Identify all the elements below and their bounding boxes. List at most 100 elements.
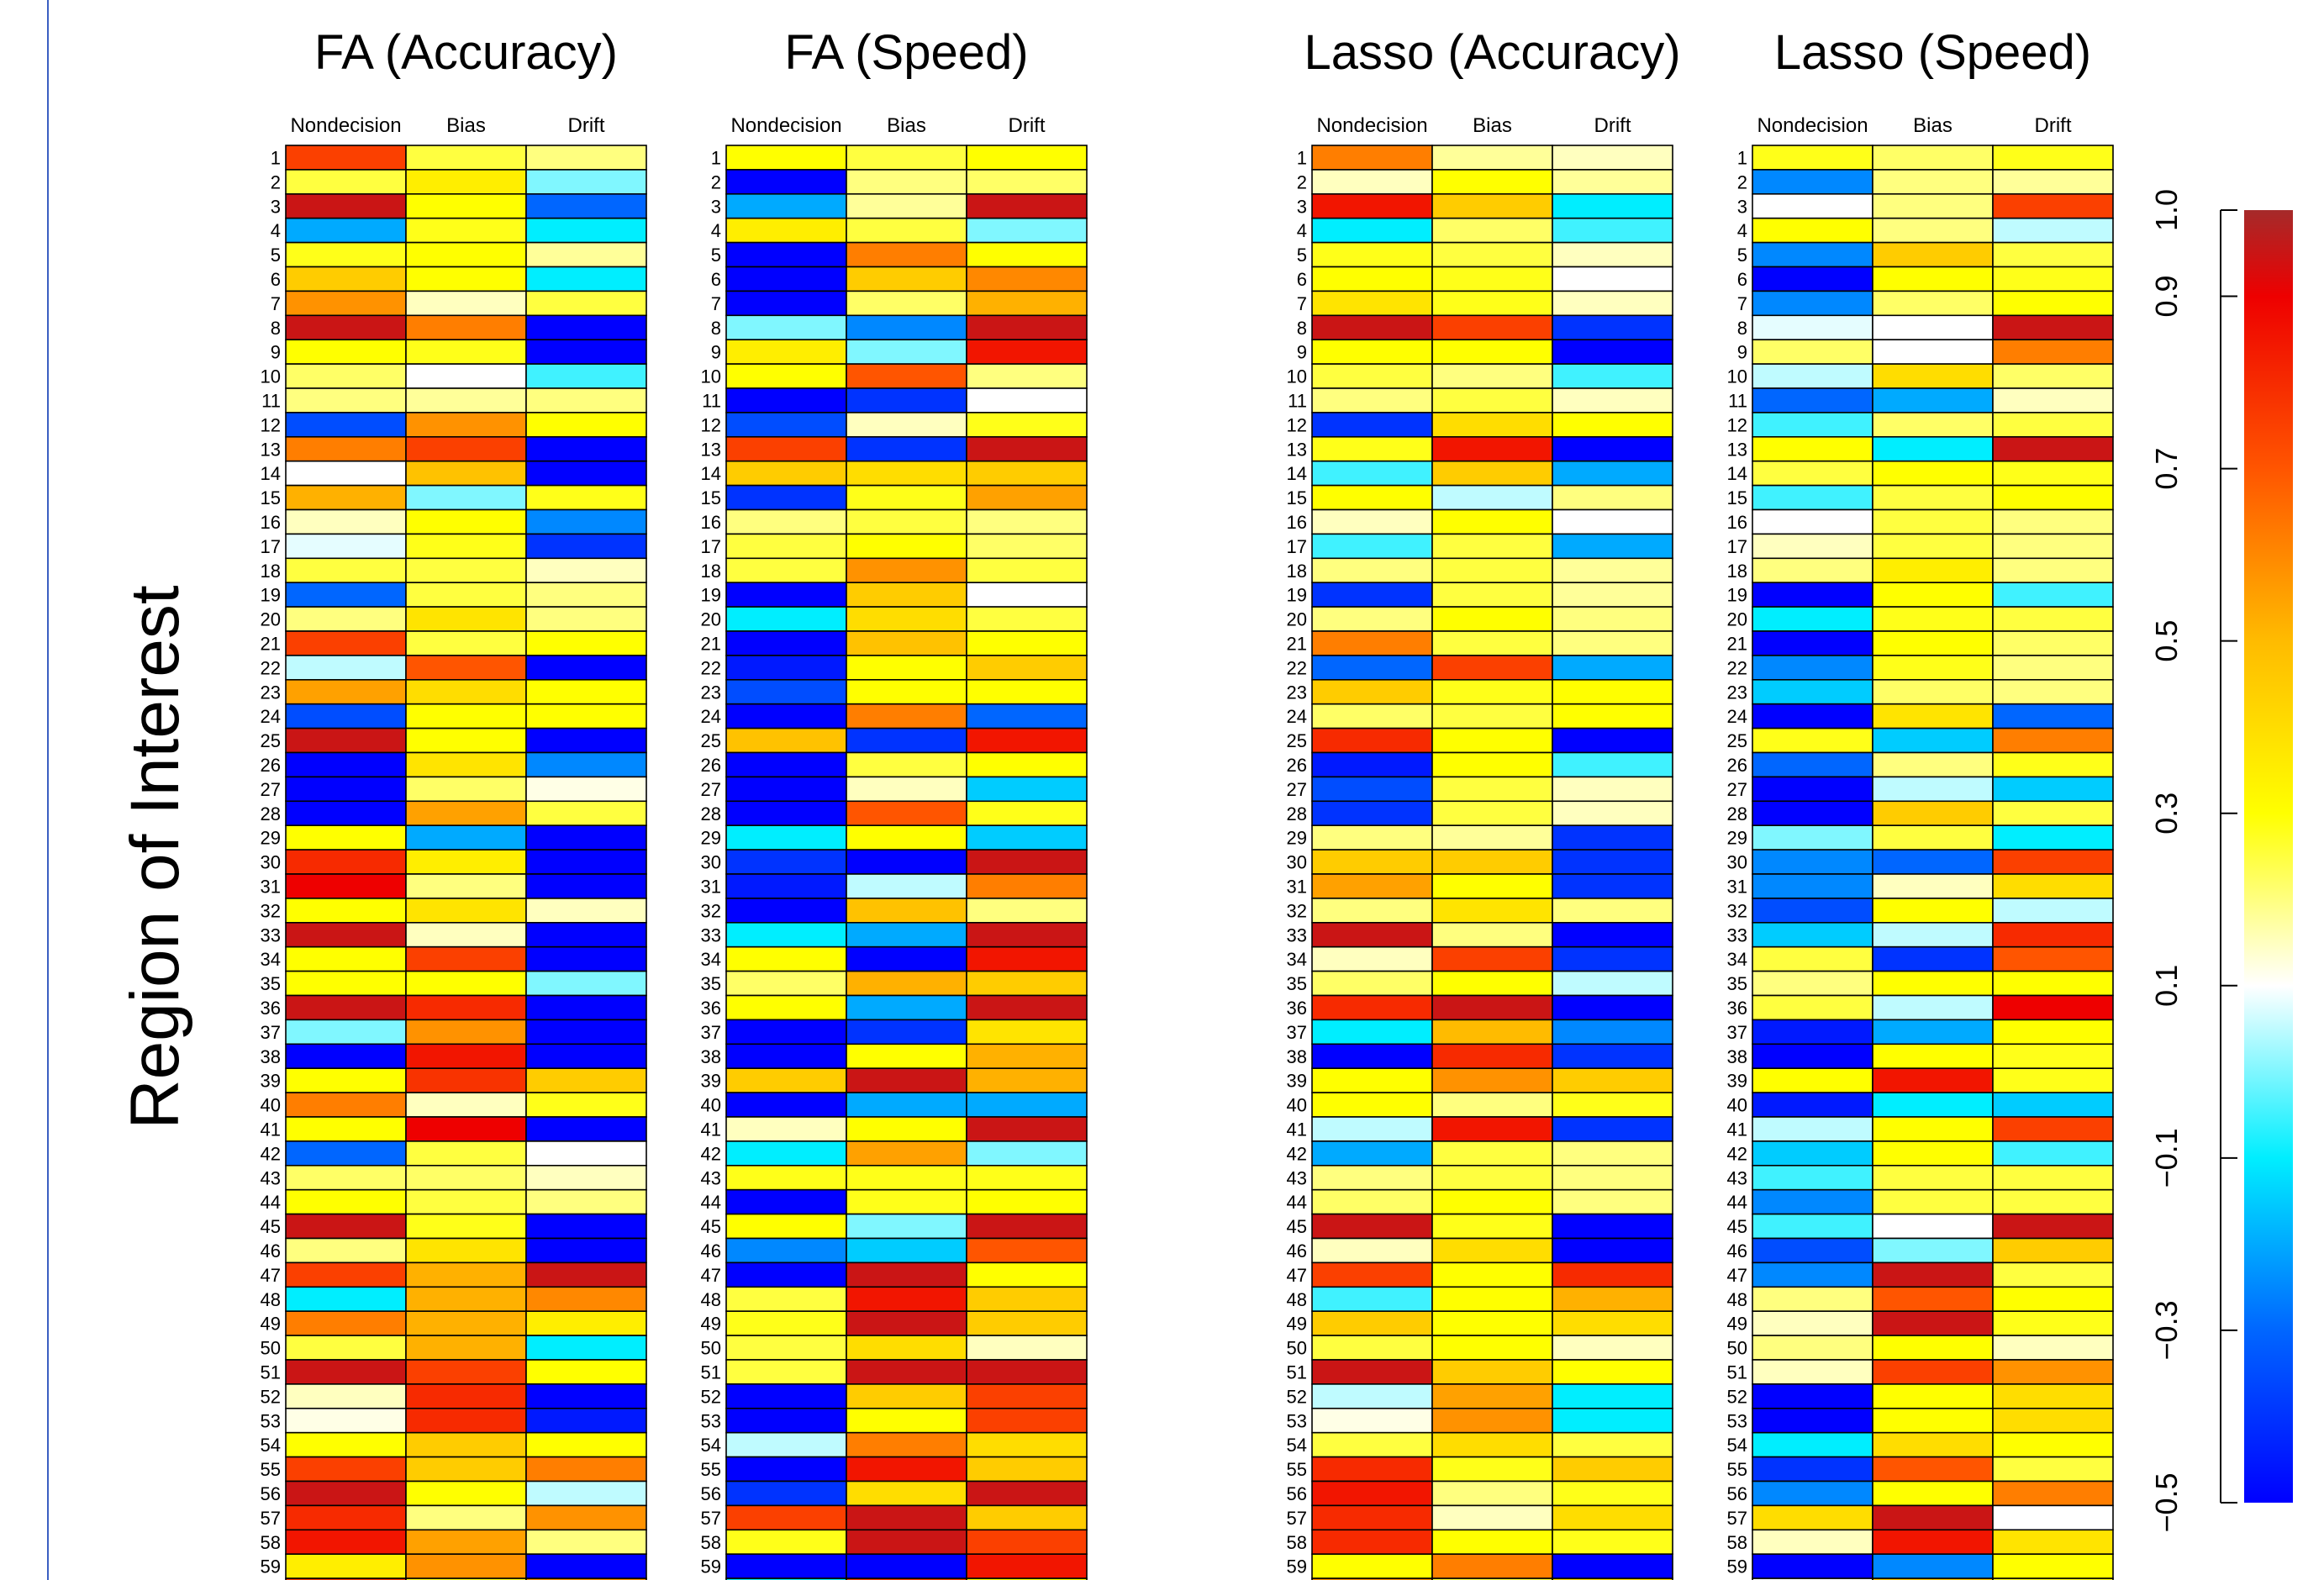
heatmap-cell — [846, 945, 967, 972]
heatmap-cell — [1992, 266, 2114, 292]
column-label: Drift — [2035, 114, 2072, 137]
heatmap-cell — [525, 1359, 647, 1385]
heatmap-cell — [966, 849, 1088, 875]
heatmap-cell — [1992, 290, 2114, 317]
heatmap-cell — [525, 824, 647, 851]
heatmap-cell — [1752, 387, 1873, 413]
heatmap-cell — [1872, 1286, 1994, 1313]
column-label: Bias — [887, 114, 926, 137]
heatmap-cell — [1311, 1480, 1433, 1507]
heatmap-cell — [285, 873, 407, 899]
row-label: 54 — [261, 1435, 281, 1456]
heatmap-cell — [405, 460, 527, 487]
row-label: 23 — [701, 682, 721, 703]
heatmap-cell — [846, 776, 967, 803]
heatmap-cell — [285, 1504, 407, 1531]
heatmap-cell — [966, 1188, 1088, 1215]
heatmap-cell — [525, 1504, 647, 1531]
heatmap-cell — [1552, 435, 1673, 462]
heatmap-cell — [966, 193, 1088, 219]
heatmap-cell — [1752, 945, 1873, 972]
heatmap-cell — [846, 387, 967, 413]
panel-title: FA (Speed) — [784, 25, 1028, 80]
heatmap-cell — [1872, 193, 1994, 219]
heatmap-cell — [1311, 824, 1433, 851]
heatmap-cell — [966, 703, 1088, 729]
row-label: 5 — [271, 245, 281, 266]
heatmap-cell — [1552, 387, 1673, 413]
heatmap-cell — [846, 1116, 967, 1142]
heatmap-cell — [285, 241, 407, 268]
row-label: 5 — [1737, 245, 1747, 266]
heatmap-cell — [1872, 1577, 1994, 1580]
heatmap-cell — [1311, 290, 1433, 317]
heatmap-cell — [1431, 314, 1553, 340]
heatmap-cell — [405, 606, 527, 632]
heatmap-cell — [1872, 945, 1994, 972]
heatmap-cell — [846, 1165, 967, 1191]
heatmap-cell — [405, 193, 527, 219]
heatmap-cell — [405, 363, 527, 389]
row-label: 4 — [711, 220, 721, 241]
heatmap-cell — [1752, 1310, 1873, 1336]
heatmap-cell — [1872, 1310, 1994, 1336]
heatmap-cell — [1752, 582, 1873, 608]
heatmap-cell — [1311, 1456, 1433, 1483]
row-label: 40 — [1287, 1095, 1307, 1116]
heatmap-cell — [1431, 363, 1553, 389]
heatmap-cell — [1752, 727, 1873, 754]
heatmap-cell — [725, 290, 847, 317]
heatmap-cell — [525, 314, 647, 340]
heatmap-cell — [1872, 994, 1994, 1021]
row-label: 40 — [1727, 1095, 1747, 1116]
heatmap-cell — [1872, 970, 1994, 997]
row-label: 58 — [1727, 1532, 1747, 1553]
heatmap-cell — [405, 824, 527, 851]
heatmap-cell — [1552, 1165, 1673, 1191]
heatmap-cell — [1752, 824, 1873, 851]
row-label: 33 — [1287, 924, 1307, 945]
heatmap-cell — [1752, 1480, 1873, 1507]
heatmap-cell — [285, 363, 407, 389]
heatmap-cell — [1992, 800, 2114, 826]
row-label: 16 — [701, 512, 721, 533]
heatmap-cell — [1872, 1431, 1994, 1458]
heatmap-cell — [1992, 508, 2114, 535]
heatmap-cell — [1552, 193, 1673, 219]
heatmap-cell — [725, 582, 847, 608]
heatmap-cell — [405, 630, 527, 656]
heatmap-cell — [285, 557, 407, 583]
colorbar-tick-label: 1.0 — [2149, 189, 2184, 231]
heatmap-cell — [1431, 460, 1553, 487]
heatmap-cell — [1552, 508, 1673, 535]
heatmap-cell — [405, 412, 527, 438]
heatmap-cell — [1992, 1504, 2114, 1531]
heatmap-cell — [525, 873, 647, 899]
heatmap-cell — [966, 727, 1088, 754]
heatmap-cell — [1552, 1116, 1673, 1142]
row-label: 9 — [1297, 342, 1307, 363]
heatmap-cell — [1992, 387, 2114, 413]
row-label: 16 — [1727, 512, 1747, 533]
heatmap-cell — [285, 460, 407, 487]
row-label: 30 — [701, 852, 721, 873]
row-label: 11 — [261, 390, 281, 411]
heatmap-cell — [1872, 1553, 1994, 1579]
heatmap-cell — [405, 898, 527, 924]
row-label: 1 — [1737, 147, 1747, 168]
heatmap-cell — [725, 1116, 847, 1142]
heatmap-cell — [966, 145, 1088, 171]
heatmap-cell — [1431, 1067, 1553, 1093]
row-label: 37 — [261, 1022, 281, 1043]
row-label: 49 — [1727, 1314, 1747, 1335]
column-label: Nondecision — [1757, 114, 1868, 137]
heatmap-cell — [1552, 678, 1673, 705]
heatmap-cell — [285, 1431, 407, 1458]
row-label: 41 — [261, 1119, 281, 1140]
row-label: 57 — [1287, 1508, 1307, 1529]
row-label: 50 — [1287, 1338, 1307, 1359]
heatmap-cell — [405, 945, 527, 972]
heatmap-cell — [1552, 1431, 1673, 1458]
heatmap-cell — [725, 435, 847, 462]
row-label: 22 — [261, 657, 281, 678]
